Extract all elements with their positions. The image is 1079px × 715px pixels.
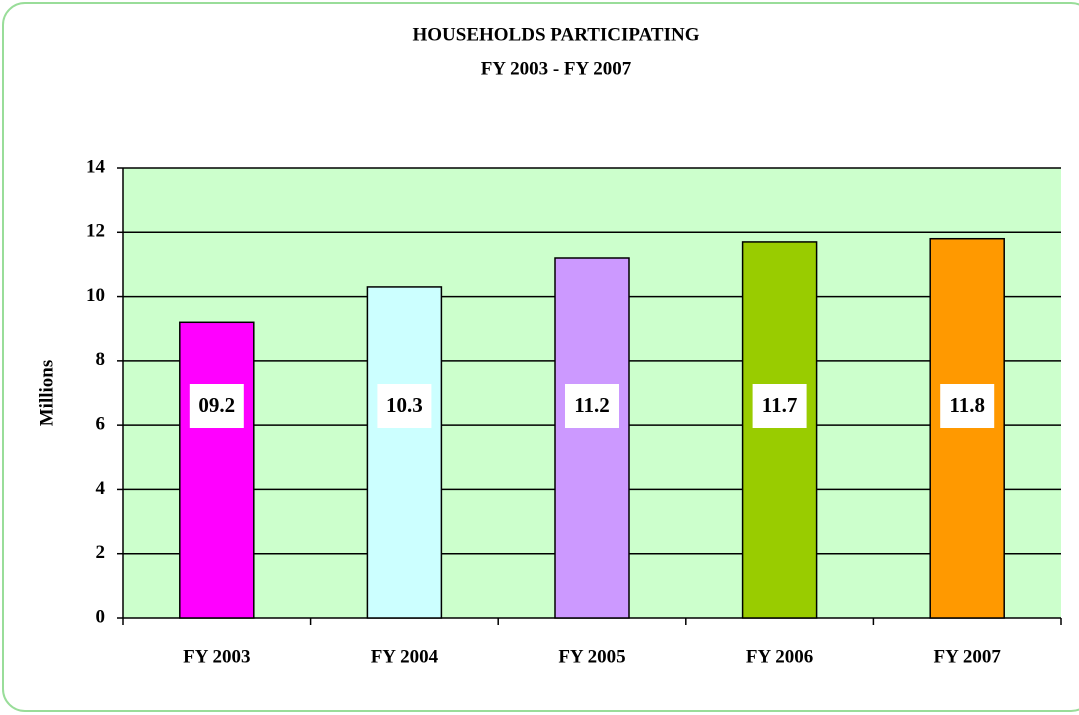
- x-tick-label: FY 2005: [558, 646, 625, 667]
- bar: [366, 286, 443, 619]
- value-label: 11.2: [574, 393, 610, 417]
- x-tick-label: FY 2003: [183, 646, 250, 667]
- y-tick-label: 8: [96, 349, 106, 370]
- bar: [179, 321, 255, 619]
- y-tick-label: 6: [96, 414, 106, 435]
- value-label-box: [752, 384, 807, 428]
- chart-title: HOUSEHOLDS PARTICIPATING: [412, 24, 699, 45]
- bar: [741, 241, 818, 619]
- value-label-box: [377, 384, 432, 428]
- x-tick-label: FY 2007: [934, 646, 1002, 667]
- value-label: 09.2: [198, 393, 235, 417]
- value-label-box: [565, 384, 619, 428]
- chart-subtitle: FY 2003 - FY 2007: [481, 58, 632, 79]
- x-tick-label: FY 2006: [746, 646, 813, 667]
- value-label: 10.3: [386, 393, 423, 417]
- x-tick-label: FY 2004: [371, 646, 439, 667]
- value-label-box: [940, 384, 995, 428]
- value-label: 11.7: [762, 393, 798, 417]
- value-label: 11.8: [949, 393, 985, 417]
- y-tick-label: 14: [86, 156, 106, 177]
- y-tick-label: 12: [86, 221, 105, 242]
- y-tick-label: 2: [96, 542, 106, 563]
- y-tick-label: 4: [96, 478, 106, 499]
- value-label-box: [189, 384, 244, 428]
- y-tick-label: 0: [96, 606, 106, 627]
- y-tick-label: 10: [86, 285, 105, 306]
- y-axis-label: Millions: [36, 360, 57, 427]
- bar: [554, 257, 630, 619]
- bar: [929, 237, 1005, 619]
